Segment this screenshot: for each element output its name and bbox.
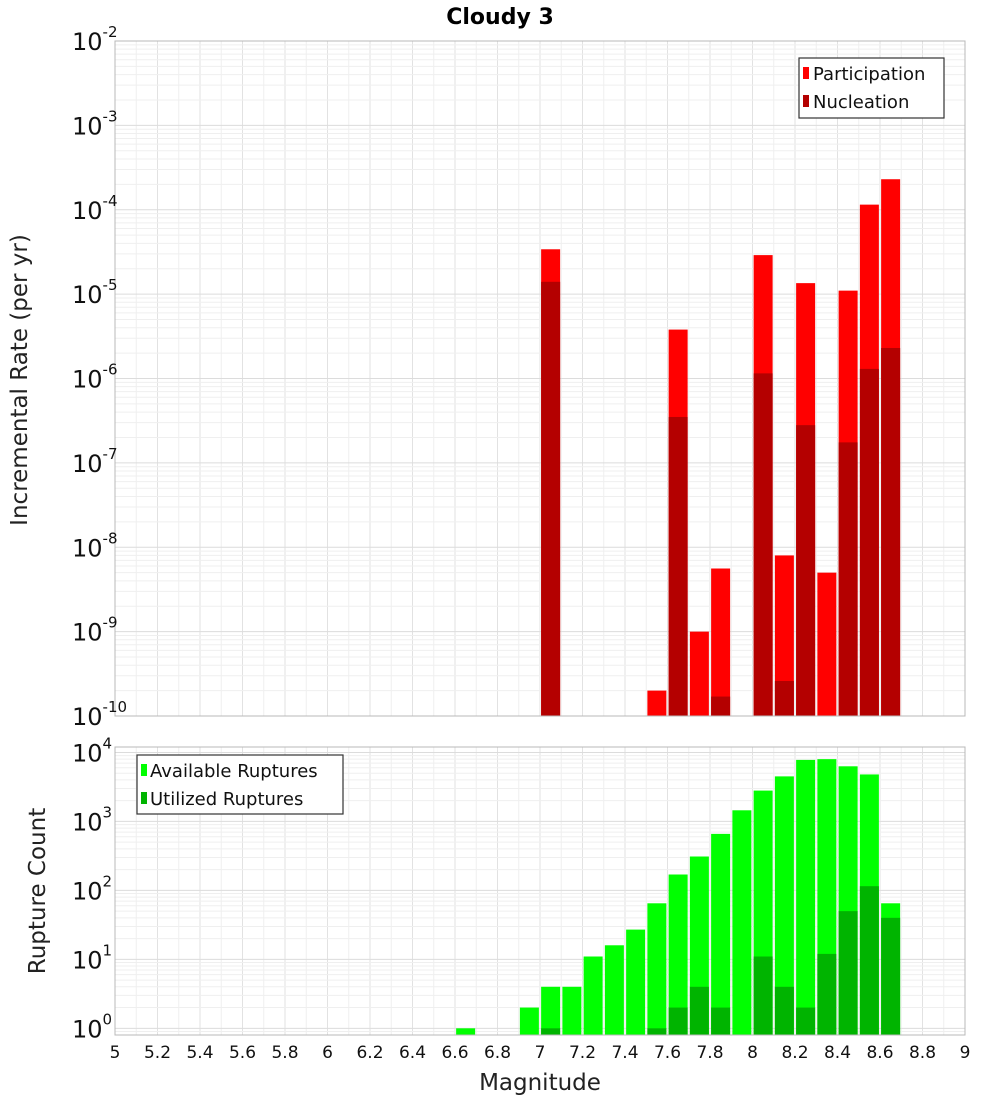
bar-nucleation: [796, 425, 816, 716]
bar-utilized-ruptures: [647, 1028, 667, 1035]
legend-label-available: Available Ruptures: [150, 761, 318, 782]
x-tick-label: 5: [110, 1043, 121, 1063]
bar-available-ruptures: [647, 903, 667, 1035]
top-y-tick-label: 10-6: [72, 361, 118, 394]
bottom-bars: [456, 759, 901, 1035]
top-panel: 10-10 10-9 10-8 10-7 10-6 10-5 10-4 10-3 10-2 In…: [7, 23, 966, 731]
bar-nucleation: [668, 416, 688, 716]
bottom-plot-frame: [114, 746, 966, 1036]
bar-available-ruptures: [541, 986, 561, 1035]
bar-nucleation: [859, 368, 879, 716]
x-tick-label: 6: [322, 1043, 333, 1063]
bar-utilized-ruptures: [711, 1007, 731, 1035]
top-y-tick-labels: 10-10 10-9 10-8 10-7 10-6 10-5 10-4 10-3 10-2: [72, 23, 127, 731]
bar-utilized-ruptures: [774, 986, 794, 1035]
top-y-tick-label: 10-4: [72, 192, 118, 225]
bottom-y-tick-label: 101: [72, 941, 112, 974]
bar-available-ruptures: [604, 945, 624, 1035]
x-tick-label: 8.2: [781, 1043, 808, 1063]
bar-nucleation: [753, 373, 773, 716]
bar-utilized-ruptures: [796, 1007, 816, 1035]
bottom-y-tick-label: 104: [72, 734, 112, 767]
bar-available-ruptures: [626, 929, 646, 1035]
top-grid: [115, 41, 965, 716]
bar-nucleation: [881, 347, 901, 716]
top-y-tick-label: 10-5: [72, 276, 118, 309]
bar-participation: [711, 568, 731, 716]
bar-utilized-ruptures: [817, 953, 837, 1035]
x-tick-label: 5.8: [271, 1043, 298, 1063]
bottom-y-tick-labels: 100 101 102 103 104: [72, 734, 112, 1043]
bar-utilized-ruptures: [541, 1028, 561, 1035]
bar-participation: [774, 555, 794, 716]
bar-utilized-ruptures: [753, 956, 773, 1035]
bar-utilized-ruptures: [689, 986, 709, 1035]
bar-available-ruptures: [583, 956, 603, 1035]
x-tick-label: 5.4: [186, 1043, 213, 1063]
legend-label-utilized: Utilized Ruptures: [150, 789, 303, 810]
legend-swatch-utilized: [141, 792, 147, 804]
bar-nucleation: [838, 442, 858, 716]
x-axis-title: Magnitude: [479, 1070, 601, 1096]
bar-utilized-ruptures: [838, 911, 858, 1035]
legend-swatch-participation: [803, 67, 809, 79]
legend-label-participation: Participation: [813, 64, 925, 85]
top-y-tick-label: 10-7: [72, 445, 118, 478]
x-tick-label: 7.8: [696, 1043, 723, 1063]
x-tick-label: 7.6: [654, 1043, 681, 1063]
top-y-tick-label: 10-10: [72, 698, 127, 731]
bar-utilized-ruptures: [881, 917, 901, 1035]
bar-utilized-ruptures: [859, 886, 879, 1035]
top-y-tick-label: 10-9: [72, 614, 118, 647]
x-tick-label: 8.4: [824, 1043, 851, 1063]
x-tick-label: 6.2: [356, 1043, 383, 1063]
top-y-tick-label: 10-2: [72, 23, 118, 56]
legend-label-nucleation: Nucleation: [813, 92, 909, 113]
bar-available-ruptures: [668, 874, 688, 1035]
bottom-y-tick-label: 102: [72, 872, 112, 905]
bar-available-ruptures: [562, 986, 582, 1035]
x-tick-label: 6.6: [441, 1043, 468, 1063]
bar-nucleation: [774, 680, 794, 716]
top-y-tick-label: 10-8: [72, 529, 118, 562]
legend-swatch-available: [141, 764, 147, 776]
bar-available-ruptures: [711, 833, 731, 1035]
bar-available-ruptures: [456, 1028, 476, 1035]
legend-swatch-nucleation: [803, 95, 809, 107]
top-bars: [541, 179, 901, 717]
x-tick-label: 8.8: [909, 1043, 936, 1063]
x-tick-label: 6.8: [484, 1043, 511, 1063]
bar-available-ruptures: [519, 1007, 539, 1035]
x-tick-label: 6.4: [399, 1043, 426, 1063]
bar-participation: [817, 572, 837, 716]
bar-available-ruptures: [796, 759, 816, 1035]
bottom-y-tick-label: 103: [72, 803, 112, 836]
bottom-legend: Available Ruptures Utilized Ruptures: [136, 754, 344, 815]
x-tick-label: 7.2: [569, 1043, 596, 1063]
top-legend: Participation Nucleation: [798, 57, 945, 119]
bottom-panel: 100 101 102 103 104 5 5.2 5.4 5.6 5.8 6 6.2 6.4 6.6 6…: [25, 734, 970, 1096]
bottom-y-axis-title: Rupture Count: [25, 808, 51, 974]
bottom-y-tick-label: 100: [72, 1010, 112, 1043]
bar-available-ruptures: [774, 776, 794, 1035]
bar-participation: [647, 690, 667, 716]
chart-title: Cloudy 3: [446, 5, 554, 30]
bar-nucleation: [541, 281, 561, 716]
x-tick-label: 7: [535, 1043, 546, 1063]
bar-utilized-ruptures: [668, 1007, 688, 1035]
top-y-tick-label: 10-3: [72, 107, 118, 140]
bar-available-ruptures: [732, 810, 752, 1035]
x-tick-label: 5.6: [229, 1043, 256, 1063]
x-tick-label: 9: [960, 1043, 971, 1063]
top-plot-frame: [114, 40, 966, 717]
x-tick-label: 7.4: [611, 1043, 638, 1063]
x-tick-label: 8: [747, 1043, 758, 1063]
x-tick-label: 8.6: [866, 1043, 893, 1063]
bar-nucleation: [711, 696, 731, 716]
x-tick-label: 5.2: [144, 1043, 171, 1063]
x-tick-labels: 5 5.2 5.4 5.6 5.8 6 6.2 6.4 6.6 6.8 7 7.2 7.4 7.6 7.8 8…: [110, 1043, 971, 1063]
bar-participation: [689, 631, 709, 717]
top-y-axis-title: Incremental Rate (per yr): [7, 234, 33, 526]
